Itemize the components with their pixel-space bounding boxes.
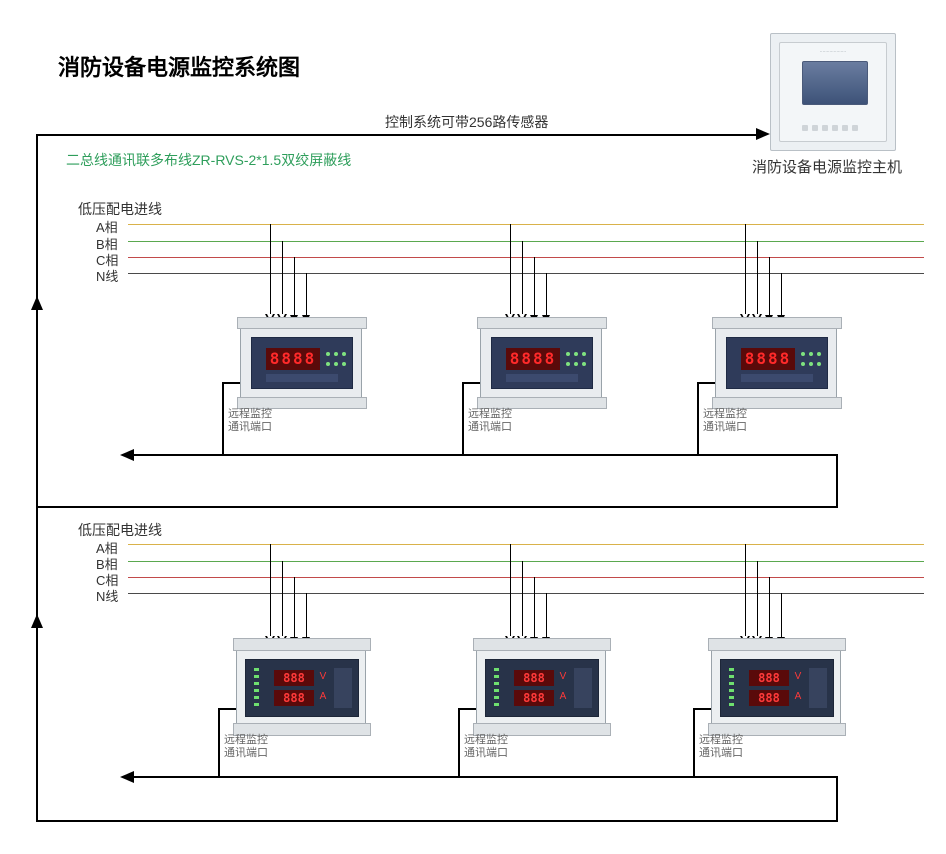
- s2-comm-bottom: [36, 820, 838, 822]
- s1-comm-right-drop: [836, 454, 838, 508]
- tap-line: [306, 593, 307, 638]
- tap-line: [769, 257, 770, 316]
- comm-drop: [222, 382, 224, 454]
- tap-line: [510, 544, 511, 638]
- cable-spec-label: 二总线通讯联多布线ZR-RVS-2*1.5双绞屏蔽线: [66, 150, 351, 170]
- tap-line: [546, 273, 547, 316]
- bus-sensor-count: 控制系统可带256路传感器: [385, 112, 548, 132]
- comm-drop: [693, 708, 695, 776]
- monitor-host-screen: [802, 61, 868, 105]
- tap-line: [282, 241, 283, 316]
- s1-line-B: [128, 241, 924, 242]
- s1-comm-bottom: [36, 506, 838, 508]
- s1-line-C: [128, 257, 924, 258]
- monitor-host-panel: ...................: [779, 42, 887, 142]
- tap-line: [294, 257, 295, 316]
- comm-drop-elbow: [693, 708, 711, 710]
- port-label: 远程监控通讯端口: [703, 408, 747, 434]
- bus-left-vertical: [36, 134, 38, 822]
- tap-line: [270, 224, 271, 316]
- comm-drop-elbow: [222, 382, 240, 384]
- s2-line-N: [128, 593, 924, 594]
- s2-line-A: [128, 544, 924, 545]
- diagram-stage: 消防设备电源监控系统图 ................... 消防设备电源监控…: [0, 0, 946, 854]
- port-label: 远程监控通讯端口: [464, 734, 508, 760]
- monitor-host-caption: 消防设备电源监控主机: [752, 156, 902, 177]
- tap-line: [534, 257, 535, 316]
- port-label: 远程监控通讯端口: [228, 408, 272, 434]
- s1-comm-bus: [130, 454, 836, 456]
- comm-drop-elbow: [458, 708, 476, 710]
- comm-drop: [218, 708, 220, 776]
- s2-comm-arrow: [120, 771, 134, 783]
- tap-line: [522, 241, 523, 316]
- sensor-module-b: 888V888A: [236, 644, 366, 730]
- bus-left-arrow-1: [31, 296, 43, 310]
- sensor-module-b: 888V888A: [711, 644, 841, 730]
- tap-line: [534, 577, 535, 638]
- comm-drop: [462, 382, 464, 454]
- tap-line: [270, 544, 271, 638]
- s1-phase-N: N线: [96, 266, 118, 285]
- tap-line: [781, 593, 782, 638]
- monitor-host: ...................: [770, 33, 896, 151]
- comm-drop-elbow: [462, 382, 480, 384]
- bus-main-top: [36, 134, 756, 136]
- monitor-host-title-bar: ...................: [786, 47, 880, 55]
- comm-drop: [697, 382, 699, 454]
- s2-line-B: [128, 561, 924, 562]
- tap-line: [781, 273, 782, 316]
- tap-line: [745, 544, 746, 638]
- comm-drop-elbow: [697, 382, 715, 384]
- s2-comm-bus: [130, 776, 836, 778]
- tap-line: [510, 224, 511, 316]
- bus-left-arrow-2: [31, 614, 43, 628]
- s1-line-N: [128, 273, 924, 274]
- tap-line: [546, 593, 547, 638]
- tap-line: [745, 224, 746, 316]
- s2-line-C: [128, 577, 924, 578]
- comm-drop: [458, 708, 460, 776]
- sensor-module-a: 8888: [715, 322, 837, 404]
- s2-phase-N: N线: [96, 586, 118, 605]
- tap-line: [522, 561, 523, 638]
- tap-line: [757, 241, 758, 316]
- s2-phase-title: 低压配电进线: [78, 520, 162, 540]
- s1-comm-arrow: [120, 449, 134, 461]
- sensor-module-a: 8888: [240, 322, 362, 404]
- port-label: 远程监控通讯端口: [699, 734, 743, 760]
- bus-main-arrow: [756, 128, 770, 140]
- s1-line-A: [128, 224, 924, 225]
- s1-phase-title: 低压配电进线: [78, 199, 162, 219]
- tap-line: [282, 561, 283, 638]
- tap-line: [769, 577, 770, 638]
- sensor-module-b: 888V888A: [476, 644, 606, 730]
- diagram-title: 消防设备电源监控系统图: [58, 50, 300, 82]
- port-label: 远程监控通讯端口: [468, 408, 512, 434]
- comm-drop-elbow: [218, 708, 236, 710]
- sensor-module-a: 8888: [480, 322, 602, 404]
- tap-line: [757, 561, 758, 638]
- tap-line: [294, 577, 295, 638]
- s2-comm-right-drop: [836, 776, 838, 820]
- port-label: 远程监控通讯端口: [224, 734, 268, 760]
- tap-line: [306, 273, 307, 316]
